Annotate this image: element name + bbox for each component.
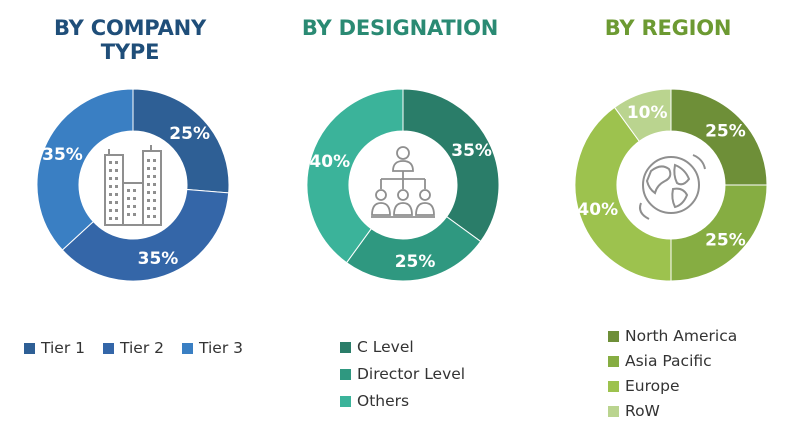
legend-swatch <box>340 395 351 407</box>
legend-swatch <box>340 368 351 380</box>
slice-data-label: 35% <box>138 249 179 269</box>
donut-slice-north-america <box>670 88 768 186</box>
legend-item-asia-pacific: Asia Pacific <box>608 352 737 370</box>
legend-label: Tier 2 <box>120 339 164 357</box>
slice-data-label: 40% <box>309 152 350 172</box>
legend-swatch <box>103 342 114 354</box>
donut-chart-1: 25% 35% 35% <box>36 88 230 282</box>
slice-data-label: 25% <box>705 122 746 142</box>
org-hierarchy-icon <box>371 146 435 218</box>
legend-item-director-level: Director Level <box>340 365 465 383</box>
slice-data-label: 25% <box>169 124 210 144</box>
slice-data-label: 25% <box>395 252 436 272</box>
company-type-legend: Tier 1 Tier 2 Tier 3 <box>24 339 261 357</box>
slice-data-label: 35% <box>451 141 492 161</box>
slice-data-label: 25% <box>705 230 746 250</box>
legend-label: Asia Pacific <box>625 352 712 370</box>
legend-swatch <box>182 342 193 354</box>
legend-item-tier-1: Tier 1 <box>24 339 85 357</box>
slice-data-label: 10% <box>627 103 668 123</box>
designation-title: BY DESIGNATION <box>301 16 499 40</box>
legend-item-tier-2: Tier 2 <box>103 339 164 357</box>
donut-slice-asia-pacific <box>670 184 768 282</box>
donut-hole <box>618 132 724 238</box>
legend-item-others: Others <box>340 392 465 410</box>
legend-swatch <box>608 405 619 417</box>
donut-chart-2: 35% 25% 40% <box>306 88 500 282</box>
legend-label: Others <box>357 392 410 410</box>
legend-swatch <box>608 380 619 392</box>
slice-data-label: 40% <box>577 200 618 220</box>
donut-hole <box>80 132 186 238</box>
legend-label: Director Level <box>357 365 466 383</box>
donut-slice-director-level <box>345 216 482 282</box>
office-buildings-icon <box>104 145 162 226</box>
globe-icon <box>639 154 706 220</box>
donut-slice-tier-2 <box>61 188 230 282</box>
donut-slice-row <box>613 88 672 143</box>
donut-slice-tier-1 <box>132 88 230 194</box>
legend-label: Europe <box>625 377 680 395</box>
donut-slice-others <box>306 88 404 264</box>
legend-label: North America <box>625 327 738 345</box>
legend-label: C Level <box>357 338 414 356</box>
donut-slice-europe <box>574 106 672 282</box>
legend-item-tier-3: Tier 3 <box>182 339 243 357</box>
legend-label: Tier 3 <box>199 339 243 357</box>
legend-label: Tier 1 <box>41 339 85 357</box>
donut-chart-3: 25% 25% 40% 10% <box>574 88 768 282</box>
designation-legend: C Level Director Level Others <box>340 338 483 417</box>
legend-label: RoW <box>625 402 660 420</box>
company-type-title: BY COMPANY TYPE <box>53 16 207 64</box>
donut-slice-c-level <box>402 88 500 243</box>
legend-swatch <box>608 330 619 342</box>
legend-swatch <box>608 355 619 367</box>
region-legend: North America Asia Pacific Europe RoW <box>608 327 755 427</box>
legend-item-europe: Europe <box>608 377 737 395</box>
legend-swatch <box>340 341 351 353</box>
legend-item-row: RoW <box>608 402 737 420</box>
legend-item-north-america: North America <box>608 327 737 345</box>
slice-data-label: 35% <box>42 145 83 165</box>
legend-item-c-level: C Level <box>340 338 465 356</box>
region-title: BY REGION <box>604 16 732 40</box>
legend-swatch <box>24 342 35 354</box>
donut-slice-tier-3 <box>36 88 134 251</box>
